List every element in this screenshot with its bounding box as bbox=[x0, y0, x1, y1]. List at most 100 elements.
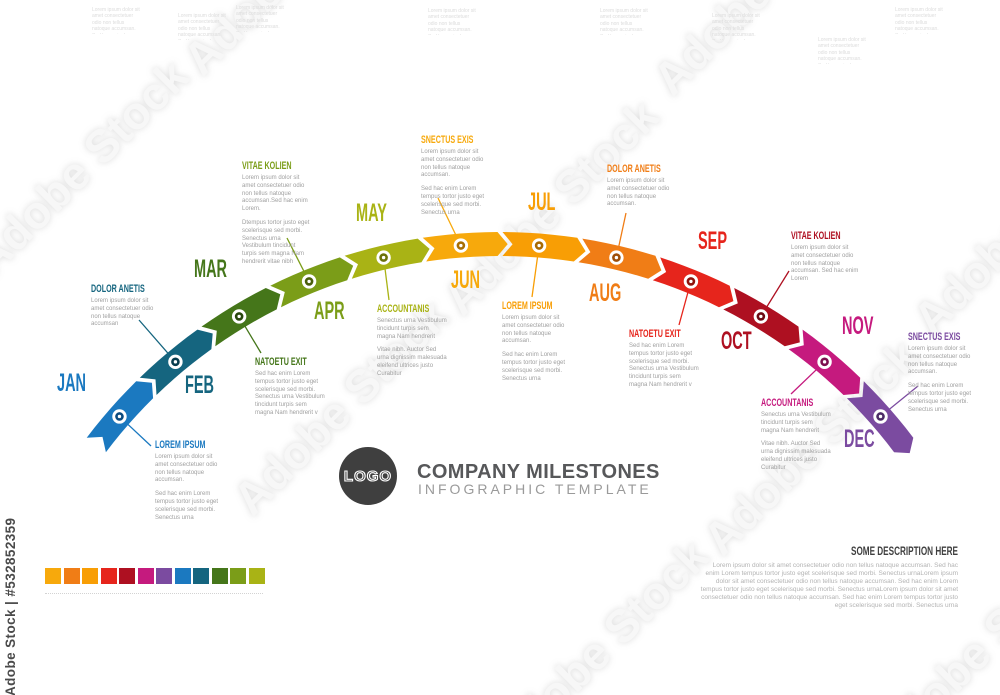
placeholder-text-block: Lorem ipsum dolor sit amet consectetuer … bbox=[178, 13, 226, 40]
milestone-title: LOREM IPSUM bbox=[502, 300, 553, 312]
month-label-mar: MAR bbox=[194, 255, 228, 283]
milestone-paragraph: Lorem ipsum dolor sit amet consectetuer … bbox=[607, 178, 670, 208]
color-swatch bbox=[248, 568, 265, 584]
milestone-title: SNECTUS EXIS bbox=[908, 331, 961, 343]
milestone-paragraph: Sed hac enim Lorem tempus tortor justo e… bbox=[255, 371, 325, 416]
color-swatch bbox=[119, 568, 135, 584]
milestone-paragraph: Sed hac enim Lorem tempus tortor justo e… bbox=[502, 352, 566, 382]
page-subtitle: INFOGRAPHIC TEMPLATE bbox=[418, 481, 652, 497]
milestone-paragraph: Lorem ipsum dolor sit amet consectetuer … bbox=[502, 315, 565, 345]
placeholder-text-block: Lorem ipsum dolor sit amet consectetuer … bbox=[428, 8, 476, 35]
milestone-connector-jul bbox=[531, 245, 540, 298]
placeholder-text-block: Lorem ipsum dolor sit amet consectetuer … bbox=[818, 37, 866, 64]
milestone-title: NATOETU EXIT bbox=[255, 356, 307, 368]
milestone-paragraph: Senectus urna Vestibulum tincidunt turpi… bbox=[377, 318, 447, 340]
milestone-paragraph: Lorem ipsum dolor sit amet consectetuer … bbox=[155, 454, 218, 484]
milestone-mar: NATOETU EXIT Sed hac enim Lorem tempus to… bbox=[255, 356, 325, 424]
milestone-connector-oct bbox=[760, 270, 790, 317]
milestone-title: ACCOUNTANIS bbox=[761, 397, 814, 409]
milestone-paragraph: Lorem ipsum dolor sit amet consectetuer … bbox=[791, 245, 859, 283]
color-palette bbox=[45, 568, 265, 584]
month-label-jan: JAN bbox=[57, 369, 87, 397]
color-swatch bbox=[137, 568, 154, 584]
milestone-marker-icon bbox=[168, 354, 183, 370]
milestone-paragraph: Sed hac enim Lorem tempus tortor justo e… bbox=[629, 343, 699, 388]
milestone-apr: VITAE KOLIEN Lorem ipsum dolor sit amet c… bbox=[242, 160, 310, 273]
milestone-jan: LOREM IPSUM Lorem ipsum dolor sit amet co… bbox=[155, 439, 225, 528]
milestone-title: DOLOR ANETIS bbox=[607, 163, 661, 175]
milestone-marker-icon bbox=[531, 238, 547, 253]
milestone-title: SNECTUS EXIS bbox=[421, 134, 474, 146]
color-swatch bbox=[63, 568, 80, 584]
milestone-paragraph: Vitae nibh. Auctor Sed urna dignissim ma… bbox=[761, 441, 831, 471]
milestone-marker-icon bbox=[683, 274, 699, 289]
milestone-paragraph: Sed hac enim Lorem tempus tortor justo e… bbox=[421, 186, 485, 216]
milestone-dec: SNECTUS EXIS Lorem ipsum dolor sit amet c… bbox=[908, 331, 974, 420]
color-swatch bbox=[230, 568, 246, 584]
milestone-paragraph: Sed hac enim Lorem tempus tortor justo e… bbox=[155, 491, 219, 521]
milestone-marker-icon bbox=[817, 354, 832, 370]
milestone-paragraph: Senectus urna Vestibulum tincidunt turpi… bbox=[761, 412, 831, 434]
palette-dotted-line bbox=[45, 593, 263, 594]
milestone-jul: LOREM IPSUM Lorem ipsum dolor sit amet co… bbox=[502, 300, 572, 389]
milestone-title: NATOETU EXIT bbox=[629, 328, 681, 340]
color-swatch bbox=[174, 568, 191, 584]
color-swatch bbox=[82, 568, 98, 584]
color-swatch bbox=[100, 568, 117, 584]
milestone-marker-icon bbox=[873, 409, 888, 424]
milestone-paragraph: Dtempus tortor justo eget scelerisque se… bbox=[242, 219, 310, 265]
milestone-feb: DOLOR ANETIS Lorem ipsum dolor sit amet c… bbox=[91, 283, 157, 335]
milestone-title: VITAE KOLIEN bbox=[791, 230, 841, 242]
milestone-title: ACCOUNTANIS bbox=[377, 303, 430, 315]
month-label-jun: JUN bbox=[451, 266, 481, 294]
milestone-marker-icon bbox=[453, 238, 469, 253]
description-block: SOME DESCRIPTION HERE Lorem ipsum dolor … bbox=[700, 544, 958, 610]
milestone-connector-nov bbox=[790, 361, 826, 395]
month-label-aug: AUG bbox=[589, 279, 622, 307]
color-swatch bbox=[211, 568, 228, 584]
placeholder-text-block: Lorem ipsum dolor sit amet consectetuer … bbox=[236, 5, 284, 32]
placeholder-text-block: Lorem ipsum dolor sit amet consectetuer … bbox=[712, 13, 760, 40]
milestone-may: ACCOUNTANIS Senectus urna Vestibulum tinc… bbox=[377, 303, 447, 385]
milestone-connector-apr bbox=[286, 237, 310, 282]
placeholder-text-block: Lorem ipsum dolor sit amet consectetuer … bbox=[600, 8, 648, 35]
month-label-oct: OCT bbox=[721, 327, 752, 355]
color-swatch bbox=[45, 568, 61, 584]
milestone-connector-dec bbox=[880, 385, 919, 417]
milestone-oct: VITAE KOLIEN Lorem ipsum dolor sit amet c… bbox=[791, 230, 859, 290]
milestone-paragraph: Sed hac enim Lorem tempus tortor justo e… bbox=[908, 383, 972, 413]
milestone-marker-icon bbox=[112, 409, 127, 424]
milestone-aug: DOLOR ANETIS Lorem ipsum dolor sit amet c… bbox=[607, 163, 675, 215]
placeholder-text-block: Lorem ipsum dolor sit amet consectetuer … bbox=[92, 7, 140, 34]
logo-badge: LOGO bbox=[339, 447, 397, 505]
milestone-title: LOREM IPSUM bbox=[155, 439, 206, 451]
month-label-apr: APR bbox=[314, 297, 345, 325]
description-body: Lorem ipsum dolor sit amet consectetuer … bbox=[700, 562, 958, 609]
milestone-paragraph: Lorem ipsum dolor sit amet consectetuer … bbox=[91, 298, 154, 328]
month-label-feb: FEB bbox=[185, 371, 214, 399]
milestone-paragraph: Lorem ipsum dolor sit amet consectetuer … bbox=[908, 346, 971, 376]
description-title: SOME DESCRIPTION HERE bbox=[850, 544, 958, 558]
milestone-marker-icon bbox=[376, 250, 391, 265]
month-label-jul: JUL bbox=[528, 188, 556, 216]
milestone-connector-jun bbox=[437, 197, 462, 246]
month-label-nov: NOV bbox=[842, 312, 874, 340]
milestone-marker-icon bbox=[753, 309, 769, 324]
milestone-marker-icon bbox=[609, 250, 624, 265]
month-label-may: MAY bbox=[356, 199, 387, 227]
milestone-paragraph: Lorem ipsum dolor sit amet consectetuer … bbox=[242, 175, 308, 213]
milestone-jun: SNECTUS EXIS Lorem ipsum dolor sit amet c… bbox=[421, 134, 489, 223]
milestone-connector-aug bbox=[615, 212, 627, 258]
milestone-sep: NATOETU EXIT Sed hac enim Lorem tempus to… bbox=[629, 328, 699, 396]
color-swatch bbox=[193, 568, 209, 584]
month-label-sep: SEP bbox=[698, 227, 728, 255]
milestone-marker-icon bbox=[301, 274, 317, 289]
milestone-paragraph: Lorem ipsum dolor sit amet consectetuer … bbox=[421, 149, 484, 179]
milestone-connector-sep bbox=[678, 281, 692, 326]
placeholder-text-block: Lorem ipsum dolor sit amet consectetuer … bbox=[895, 7, 943, 34]
logo-text: LOGO bbox=[343, 467, 393, 485]
stock-id-watermark: Adobe Stock | #532852359 bbox=[3, 517, 18, 695]
milestone-paragraph: Vitae nibh. Auctor Sed urna dignissim ma… bbox=[377, 347, 447, 377]
